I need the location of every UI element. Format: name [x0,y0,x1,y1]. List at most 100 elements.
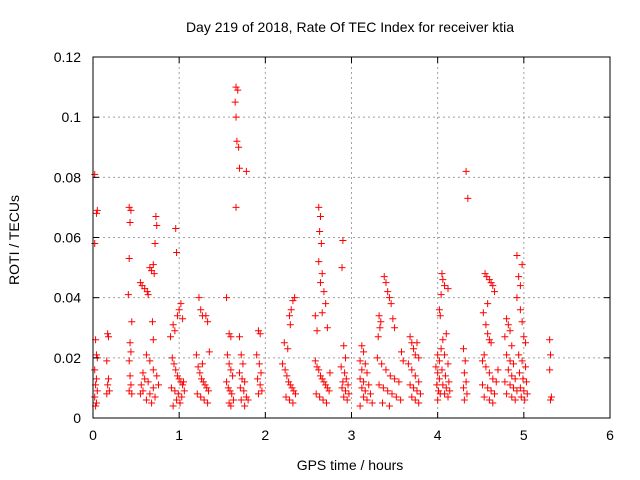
data-point [149,336,157,344]
data-point [444,285,452,293]
data-point [518,357,526,365]
data-point [202,312,210,320]
data-point [446,387,454,395]
data-point [315,366,323,374]
data-point [480,351,488,359]
data-point [356,402,364,410]
data-point [169,321,177,329]
data-point [408,366,416,374]
data-point [91,170,99,178]
data-point [461,357,469,365]
data-point [343,396,351,404]
data-point [234,86,242,94]
data-point [435,357,443,365]
data-point [482,321,490,329]
data-point [435,306,443,314]
data-point [104,330,112,338]
data-point [325,387,333,395]
data-point [289,297,297,305]
data-point [379,399,387,407]
data-point [501,378,509,386]
data-point [311,312,319,320]
data-point [153,221,161,229]
data-point [173,312,181,320]
data-point [384,387,392,395]
data-point [339,237,347,245]
data-point [411,372,419,380]
data-point [291,390,299,398]
data-point [460,345,468,353]
data-point [413,339,421,347]
data-point [376,324,384,332]
data-point [392,393,400,401]
data-point [173,249,181,257]
data-point [226,387,234,395]
data-point [235,369,243,377]
data-point [520,387,528,395]
data-point [415,399,423,407]
data-point [516,282,524,290]
data-point [341,387,349,395]
data-point [229,372,237,380]
x-tick-label: 5 [520,427,528,443]
data-point [516,384,524,392]
data-point [361,387,369,395]
data-point [337,363,345,371]
data-point [506,381,514,389]
data-point [175,375,183,383]
data-point [515,273,523,281]
data-point [152,212,160,220]
data-point [172,366,180,374]
data-point [489,375,497,383]
data-point [194,363,202,371]
data-point [224,384,232,392]
data-point [516,306,524,314]
data-point [241,378,249,386]
data-point [239,360,247,368]
y-tick-label: 0.12 [54,49,81,65]
data-point [257,369,265,377]
data-point [144,291,152,299]
data-point [341,354,349,362]
data-point [125,203,133,211]
data-point [237,351,245,359]
y-tick-label: 0.06 [54,230,81,246]
data-point [366,390,374,398]
data-point [204,387,212,395]
data-point [387,300,395,308]
data-point [521,396,529,404]
data-point [244,396,252,404]
grid-lines [93,57,610,418]
data-point [289,399,297,407]
data-point [127,348,135,356]
data-point [192,351,200,359]
data-point [242,167,250,175]
data-point [136,279,144,287]
data-point [503,315,511,323]
data-point [148,399,156,407]
data-point [485,276,493,284]
data-point [389,315,397,323]
data-point [125,255,133,263]
data-point [280,339,288,347]
data-point [318,270,326,278]
data-point [382,366,390,374]
data-point [460,369,468,377]
data-point [282,393,290,401]
data-point [126,372,134,380]
data-point [444,393,452,401]
data-point [198,360,206,368]
data-point [92,375,100,383]
data-point [179,381,187,389]
data-point [317,240,325,248]
data-point [136,390,144,398]
data-point [547,396,555,404]
data-point [204,399,212,407]
data-point [255,360,263,368]
data-point [258,387,266,395]
data-point [435,387,443,395]
data-point [227,366,235,374]
data-point [146,390,154,398]
data-point [315,203,323,211]
